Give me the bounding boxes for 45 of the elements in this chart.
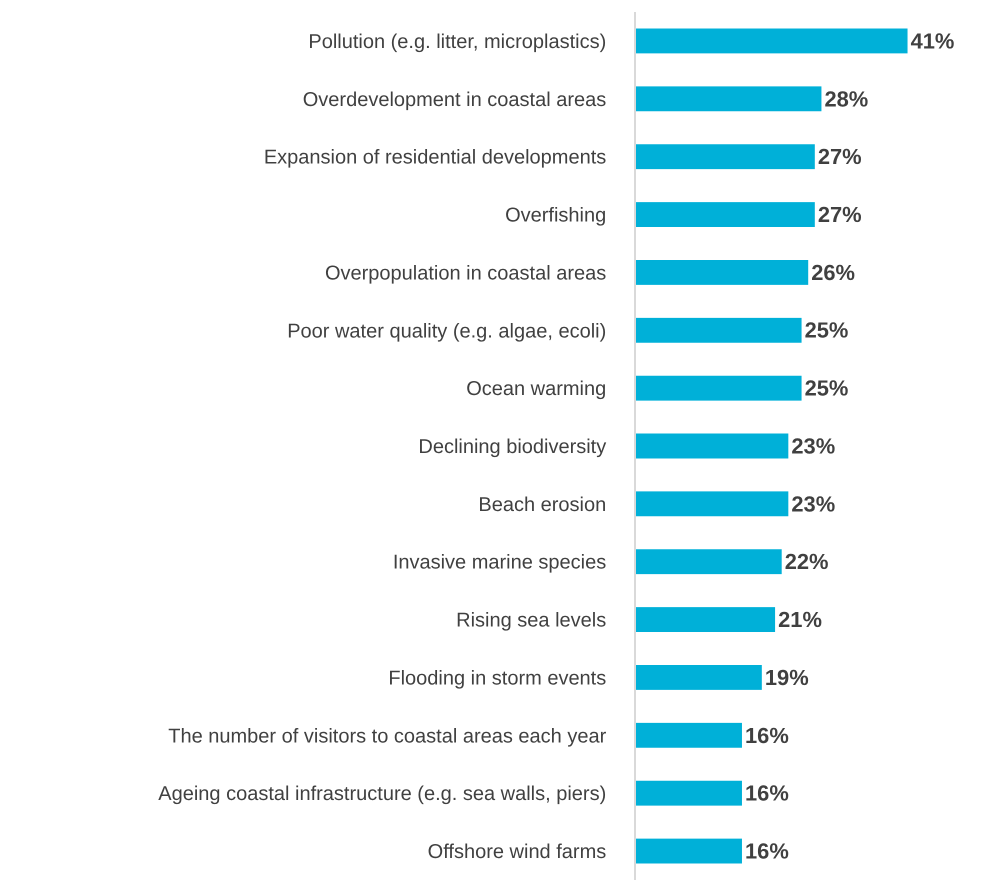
data-label: 25%	[804, 318, 848, 343]
bar	[636, 376, 802, 401]
data-label: 19%	[764, 664, 809, 690]
data-label: 28%	[824, 86, 868, 112]
bar	[636, 86, 822, 112]
bar	[636, 549, 782, 574]
y-tick-label: Declining biodiversity	[418, 436, 606, 458]
y-tick-label: Poor water quality (e.g. algae, ecoli)	[287, 320, 606, 342]
data-label: 16%	[744, 722, 789, 748]
bar	[636, 202, 815, 227]
y-tick-label: Flooding in storm events	[388, 667, 606, 690]
y-tick-label: Beach erosion	[478, 494, 606, 516]
y-tick-label: Overdevelopment in coastal areas	[302, 88, 606, 111]
data-label: 16%	[744, 838, 789, 864]
data-label: 27%	[818, 144, 862, 170]
y-tick-label: Expansion of residential developments	[264, 146, 606, 169]
y-tick-label: Offshore wind farms	[428, 841, 606, 864]
data-label: 26%	[811, 260, 856, 285]
bar	[636, 838, 742, 864]
data-label: 25%	[804, 376, 848, 401]
bar	[636, 607, 776, 632]
bar	[636, 260, 808, 285]
bar	[636, 780, 742, 806]
bar	[636, 491, 788, 516]
data-label: 23%	[791, 433, 836, 458]
bar	[636, 144, 815, 170]
bar	[636, 722, 742, 748]
data-label: 23%	[791, 491, 836, 516]
bar	[636, 318, 802, 343]
y-tick-label: Ocean warming	[466, 378, 606, 400]
data-label: 21%	[778, 607, 822, 632]
bar	[636, 665, 762, 690]
data-label: 41%	[910, 28, 954, 54]
y-tick-label: Overfishing	[505, 204, 606, 227]
data-label: 16%	[744, 780, 789, 806]
y-tick-label: Overpopulation in coastal areas	[324, 262, 606, 284]
y-tick-label: Pollution (e.g. litter, microplastics)	[308, 30, 606, 53]
bar	[636, 28, 908, 54]
y-tick-label: Ageing coastal infrastructure (e.g. sea walls, piers)	[158, 783, 606, 806]
y-tick-label: Rising sea levels	[456, 610, 606, 632]
data-label: 27%	[818, 202, 862, 227]
data-label: 22%	[784, 549, 829, 574]
y-tick-label: Invasive marine species	[392, 552, 606, 574]
y-tick-label: The number of visitors to coastal areas each year	[168, 725, 607, 748]
bar	[636, 434, 788, 458]
